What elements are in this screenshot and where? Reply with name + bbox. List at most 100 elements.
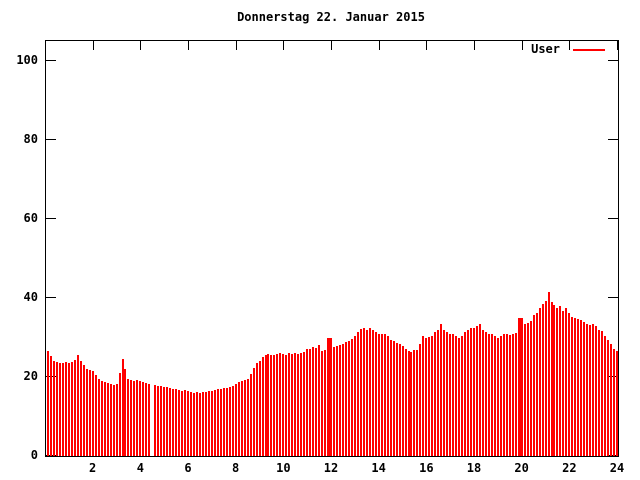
bar bbox=[142, 381, 145, 456]
x-tick-mark bbox=[569, 41, 570, 50]
bar bbox=[181, 390, 183, 456]
bar bbox=[407, 351, 410, 456]
bar bbox=[374, 331, 377, 456]
bar bbox=[222, 388, 225, 456]
bar bbox=[282, 354, 285, 456]
bar bbox=[541, 303, 544, 456]
bar bbox=[198, 392, 201, 456]
bar bbox=[154, 384, 157, 456]
bar bbox=[613, 349, 615, 456]
bar bbox=[517, 317, 523, 456]
bar bbox=[175, 388, 178, 456]
bar bbox=[464, 331, 467, 456]
bar bbox=[288, 353, 291, 456]
bar bbox=[100, 381, 103, 456]
bar bbox=[353, 335, 356, 456]
bar bbox=[467, 329, 469, 456]
bar bbox=[240, 381, 243, 456]
bar bbox=[106, 382, 109, 456]
bar bbox=[580, 319, 583, 456]
bar bbox=[294, 352, 297, 456]
bar bbox=[300, 353, 303, 456]
bar bbox=[452, 334, 455, 456]
bar bbox=[243, 379, 246, 456]
y-tick-mark bbox=[608, 218, 618, 219]
bar bbox=[130, 379, 133, 456]
x-tick-label: 20 bbox=[514, 461, 529, 475]
bar bbox=[216, 388, 219, 456]
bar bbox=[410, 352, 413, 456]
bar bbox=[52, 361, 55, 456]
bar bbox=[157, 385, 160, 456]
bar bbox=[109, 383, 112, 456]
bar bbox=[434, 331, 437, 456]
y-tick-mark bbox=[46, 297, 56, 298]
bar bbox=[592, 324, 595, 456]
bar bbox=[586, 323, 589, 456]
bar bbox=[428, 336, 431, 456]
bar bbox=[306, 348, 309, 456]
bar bbox=[431, 335, 434, 456]
bar bbox=[458, 337, 461, 456]
bar bbox=[121, 359, 124, 456]
bar bbox=[88, 369, 91, 456]
bar bbox=[422, 335, 425, 456]
bar bbox=[85, 369, 88, 456]
bar bbox=[487, 333, 490, 456]
bar bbox=[115, 383, 118, 456]
bar bbox=[607, 339, 610, 456]
bar bbox=[67, 363, 70, 456]
bar bbox=[312, 347, 315, 456]
bar bbox=[562, 310, 565, 456]
bar bbox=[383, 333, 386, 456]
bar bbox=[187, 390, 189, 456]
bar bbox=[249, 374, 252, 456]
bar bbox=[160, 385, 163, 456]
bar bbox=[252, 367, 255, 456]
bar bbox=[82, 365, 85, 456]
bar bbox=[380, 334, 383, 456]
x-tick-mark bbox=[426, 41, 427, 50]
bar bbox=[112, 384, 115, 456]
bar bbox=[297, 354, 300, 456]
bar bbox=[127, 379, 130, 456]
bar bbox=[598, 329, 601, 456]
bar bbox=[359, 328, 362, 456]
bar bbox=[505, 333, 508, 456]
bar bbox=[574, 317, 577, 456]
bar bbox=[356, 331, 359, 456]
y-tick-label: 20 bbox=[23, 369, 38, 383]
y-tick-mark bbox=[46, 218, 56, 219]
bar bbox=[568, 313, 571, 456]
bar bbox=[571, 316, 574, 456]
bar bbox=[401, 346, 404, 456]
bar bbox=[145, 382, 148, 456]
bar bbox=[279, 353, 282, 456]
bar bbox=[201, 392, 204, 456]
bar bbox=[225, 387, 228, 456]
bar bbox=[529, 320, 532, 456]
bar bbox=[267, 354, 270, 456]
bar bbox=[336, 346, 338, 456]
bar bbox=[389, 339, 392, 456]
bar bbox=[270, 355, 273, 456]
bar bbox=[70, 362, 73, 456]
bar bbox=[461, 335, 464, 456]
bar bbox=[473, 328, 475, 456]
bar bbox=[73, 360, 76, 456]
bar bbox=[210, 390, 213, 456]
bar bbox=[499, 336, 502, 456]
bar bbox=[327, 337, 332, 456]
legend-label: User bbox=[531, 42, 560, 56]
bar bbox=[204, 391, 207, 456]
bar bbox=[511, 333, 514, 456]
x-tick-label: 22 bbox=[562, 461, 577, 475]
plot-area bbox=[45, 40, 619, 457]
bar bbox=[443, 330, 446, 456]
legend-line-sample bbox=[573, 49, 605, 51]
bar bbox=[550, 301, 553, 456]
bar bbox=[47, 351, 49, 456]
bar bbox=[169, 387, 172, 456]
bar bbox=[234, 384, 237, 456]
bar bbox=[395, 343, 398, 456]
